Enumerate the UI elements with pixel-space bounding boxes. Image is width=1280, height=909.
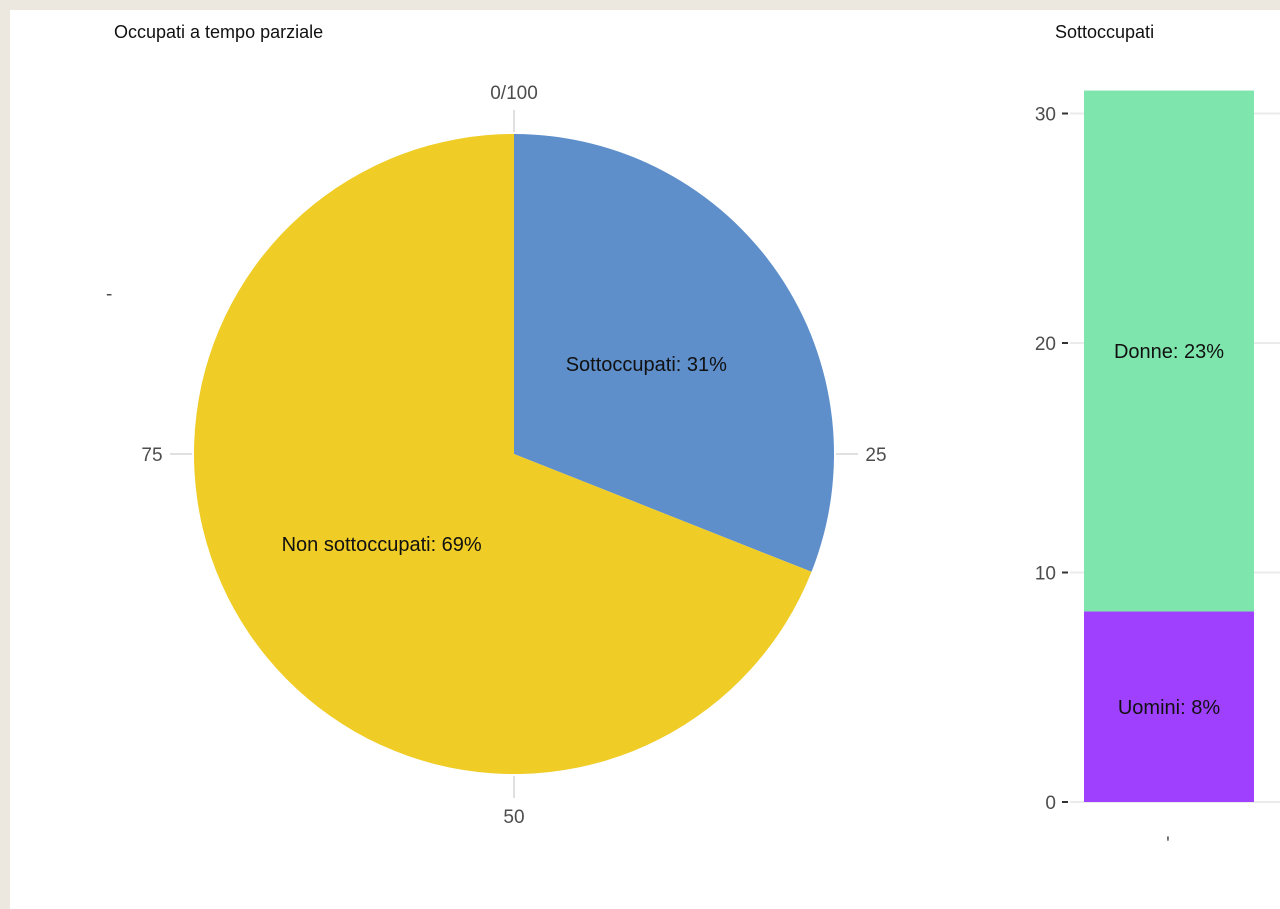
pie-slice-sottoccupati: [514, 134, 834, 572]
bar-y-axis: 0 10 20 30: [1035, 105, 1068, 814]
bar-y-tick-label: 30: [1035, 105, 1056, 126]
pie-theta-tick-label: 25: [865, 445, 886, 466]
pie-theta-tick-label: 75: [141, 445, 162, 466]
bar-data-label-donne: Donne: 23%: [1114, 341, 1224, 363]
bar-y-tick-label: 10: [1035, 564, 1056, 585]
bar-y-tick-label: 20: [1035, 334, 1056, 355]
pie-theta-tick-label: 0/100: [490, 83, 538, 104]
pie-title: Occupati a tempo parziale: [114, 22, 323, 42]
pie-data-labels: Sottoccupati: 31% Non sottoccupati: 69%: [282, 354, 728, 556]
bar-segment-uomini: [1084, 611, 1254, 802]
figure-svg: Occupati a tempo parziale - 0/100255075 …: [106, 22, 1280, 855]
pie-data-label-non-sottoccupati: Non sottoccupati: 69%: [282, 534, 482, 556]
pie-data-label-sottoccupati: Sottoccupati: 31%: [566, 354, 727, 376]
bar-data-label-uomini: Uomini: 8%: [1118, 697, 1220, 719]
bar-title: Sottoccupati: [1055, 22, 1154, 42]
figure-panel: Occupati a tempo parziale - 0/100 25 50 75 …: [10, 10, 1280, 909]
pie-theta-ticks: 0/100 25 50 75: [141, 83, 886, 828]
pie-slices: [194, 134, 834, 774]
bar-segments: [1084, 90, 1254, 802]
stacked-bar-chart: Sottoccupati 0 10 20 30 Uomini: 8% Donne: 23…: [1035, 22, 1280, 855]
pie-y-tick-label: -: [106, 284, 112, 305]
bar-segment-donne: [1084, 90, 1254, 612]
bar-x-tick-label: ': [1166, 834, 1170, 855]
pie-theta-tick-label: 50: [503, 807, 524, 828]
pie-slice-non-sottoccupati: [194, 134, 812, 774]
pie-chart: Occupati a tempo parziale - 0/100255075 …: [106, 22, 887, 828]
bar-data-labels: Uomini: 8% Donne: 23%: [1114, 341, 1224, 719]
bar-y-tick-label: 0: [1045, 793, 1056, 814]
